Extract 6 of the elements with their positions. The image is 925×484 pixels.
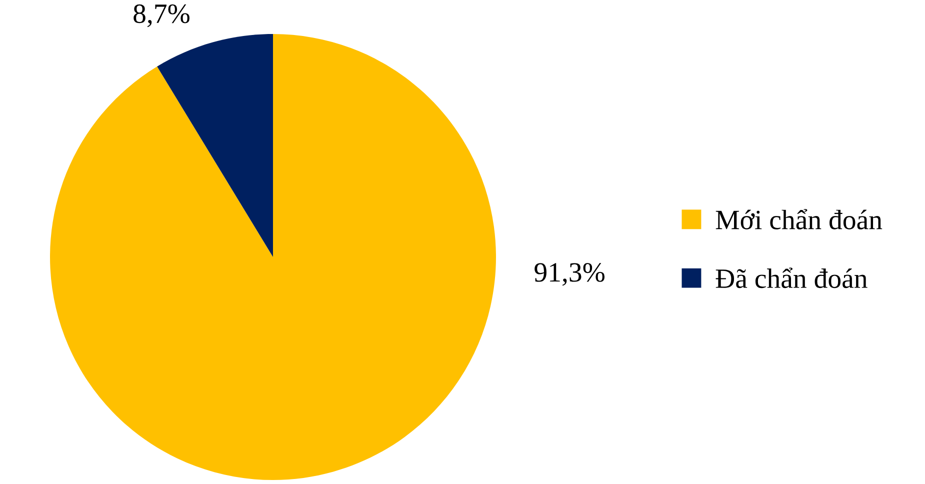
- pie-slice: [50, 34, 496, 480]
- data-label: 91,3%: [534, 263, 605, 286]
- legend-label: Đã chẩn đoán: [716, 268, 868, 288]
- pie-slice: [157, 34, 273, 257]
- data-label: 8,7%: [134, 4, 190, 28]
- legend-label: Mới chẩn đoán: [716, 208, 882, 230]
